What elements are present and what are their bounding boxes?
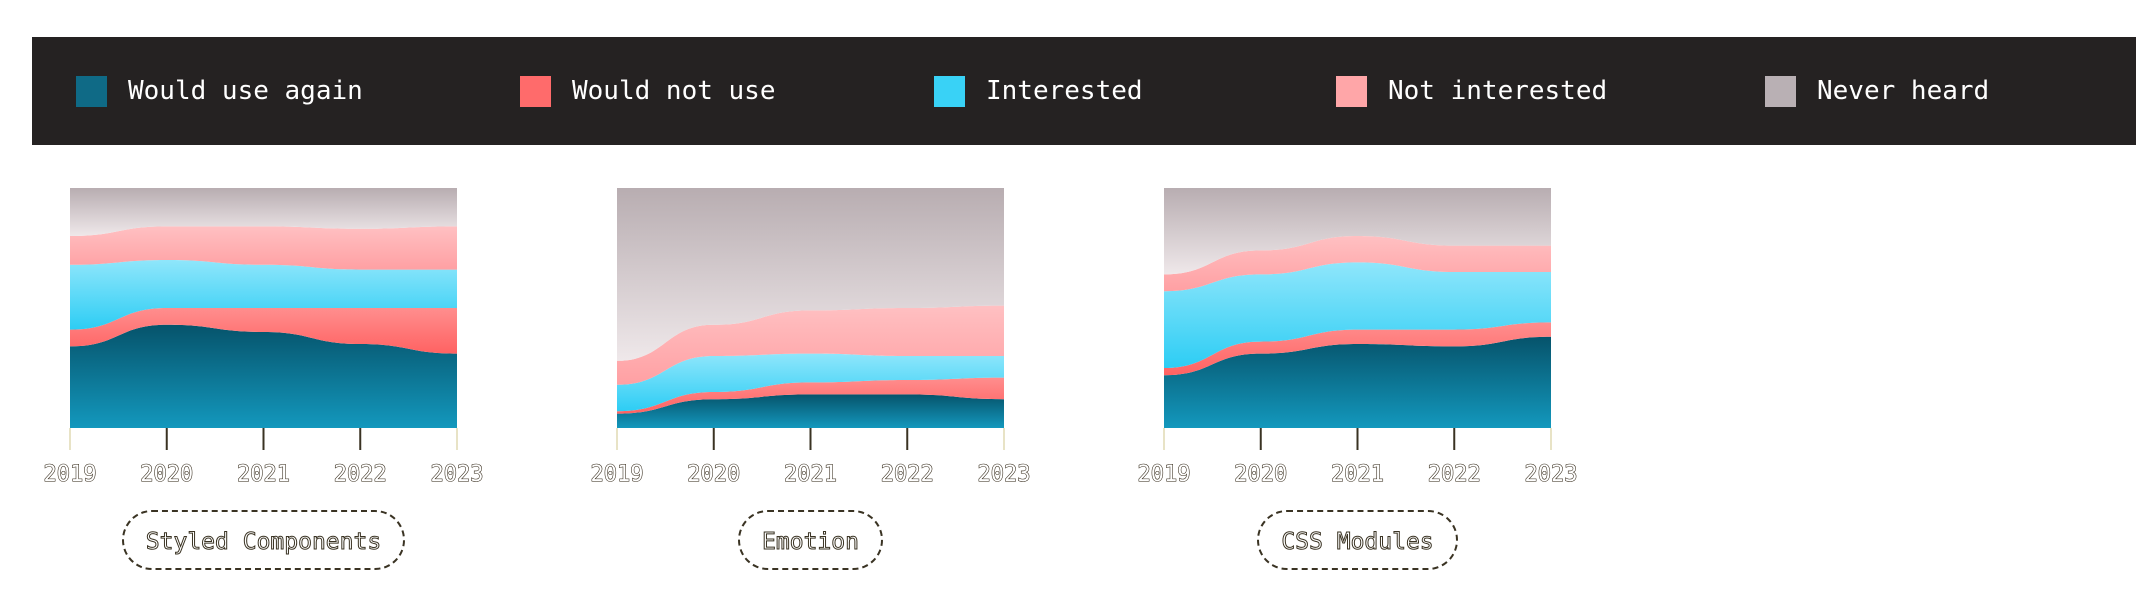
area-not-interested[interactable] [617,305,1004,385]
area-interested[interactable] [1164,262,1551,368]
area-interested[interactable] [617,353,1004,412]
area-never-heard[interactable] [70,188,457,236]
stacked-area-plot: 2019 2020 2021 2022 2023 [1137,188,1578,488]
chart-title[interactable]: CSS Modules [1257,510,1458,570]
x-tick-label: 2020 [687,462,740,487]
x-tick-label: 2022 [1428,462,1481,487]
legend-label: Never heard [1817,76,1990,106]
x-tick-label: 2019 [44,462,97,487]
chart-styled-components: 2019 2020 2021 2022 2023 Styled Components [38,188,498,588]
area-would-not-use[interactable] [1164,322,1551,376]
legend-label: Would use again [128,76,363,106]
x-tick-label: 2023 [431,462,484,487]
area-would-use-again[interactable] [617,394,1004,428]
area-never-heard[interactable] [617,188,1004,361]
x-tick-label: 2022 [881,462,934,487]
legend-swatch [1765,75,1796,107]
legend-swatch [76,75,107,107]
x-tick-label: 2019 [591,462,644,487]
x-tick-label: 2021 [1331,462,1384,487]
x-tick-label: 2022 [334,462,387,487]
legend-swatch [520,75,551,107]
legend-label: Would not use [572,76,776,106]
x-tick-label: 2020 [140,462,193,487]
x-tick-label: 2019 [1138,462,1191,487]
x-tick-label: 2021 [237,462,290,487]
area-would-not-use[interactable] [70,308,457,354]
legend-item-would-use-again[interactable]: Would use again [76,37,363,145]
legend-item-never-heard[interactable]: Never heard [1765,37,1989,145]
area-would-use-again[interactable] [1164,336,1551,428]
chart-css-modules: 2019 2020 2021 2022 2023 CSS Modules [1132,188,1592,588]
legend-swatch [1336,75,1367,107]
legend-swatch [934,75,965,107]
chart-emotion: 2019 2020 2021 2022 2023 Emotion [585,188,1045,588]
chart-title[interactable]: Styled Components [121,510,406,570]
chart-title[interactable]: Emotion [738,510,883,570]
stacked-area-plot: 2019 2020 2021 2022 2023 [43,188,484,488]
x-tick-label: 2023 [1525,462,1578,487]
legend-label: Interested [986,76,1143,106]
area-would-not-use[interactable] [617,377,1004,414]
area-not-interested[interactable] [1164,236,1551,292]
legend-item-not-interested[interactable]: Not interested [1336,37,1607,145]
legend-item-would-not-use[interactable]: Would not use [520,37,776,145]
area-not-interested[interactable] [70,226,457,270]
legend-item-interested[interactable]: Interested [934,37,1143,145]
area-never-heard[interactable] [1164,188,1551,275]
x-tick-label: 2021 [784,462,837,487]
x-tick-label: 2020 [1234,462,1287,487]
stacked-area-plot: 2019 2020 2021 2022 2023 [590,188,1031,488]
legend-label: Not interested [1388,76,1608,106]
chart-legend: Would use again Would not use Interested… [32,37,2136,145]
area-would-use-again[interactable] [70,324,457,428]
area-interested[interactable] [70,260,457,330]
x-tick-label: 2023 [978,462,1031,487]
